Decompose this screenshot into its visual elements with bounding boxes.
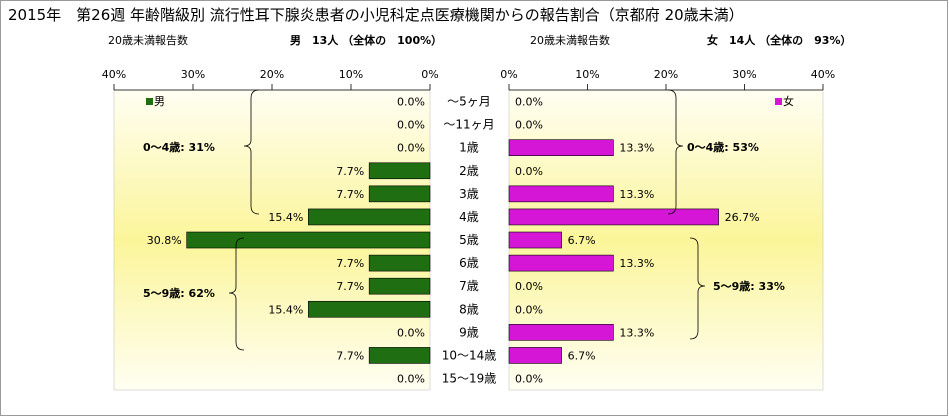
male-axis-tick-label: 10%	[339, 68, 363, 81]
chart-title: 2015年 第26週 年齢階級別 流行性耳下腺炎患者の小児科定点医療機関からの報…	[8, 6, 744, 24]
male-bar-label: 15.4%	[268, 211, 303, 224]
female-axis-tick-label: 0%	[500, 68, 517, 81]
female-bar-label: 26.7%	[725, 211, 760, 224]
male-bar-label: 0.0%	[397, 373, 425, 386]
male-bar-label: 30.8%	[147, 234, 182, 247]
category-label: 9歳	[459, 325, 479, 339]
male-bar-label: 15.4%	[268, 303, 303, 316]
brackets	[228, 89, 706, 351]
category-axis: ～5ヶ月 ～11ヶ月 1歳 2歳 3歳 4歳 5歳 6歳 7歳 8歳 9歳 10～14歳 15～19歳	[442, 95, 497, 386]
male-axis-tick-label: 30%	[181, 68, 205, 81]
category-label: 2歳	[459, 164, 479, 178]
female-legend-swatch	[775, 98, 782, 105]
male-bar-label: 0.0%	[397, 96, 425, 109]
female-group-label-0-4: 0～4歳: 53%	[687, 140, 759, 154]
female-bar	[508, 208, 719, 226]
female-report-label: 20歳未満報告数	[530, 34, 610, 47]
male-bar-label: 7.7%	[336, 188, 364, 201]
male-bar-label: 7.7%	[336, 349, 364, 362]
male-bar-label: 7.7%	[336, 165, 364, 178]
category-label: 1歳	[459, 141, 479, 155]
category-label: 7歳	[459, 279, 479, 293]
category-label: 8歳	[459, 302, 479, 316]
male-bar	[368, 277, 431, 295]
category-label: ～5ヶ月	[447, 95, 491, 109]
category-label: 10～14歳	[442, 348, 497, 362]
female-axis-tick-label: 30%	[732, 68, 756, 81]
male-series: 0.0% 0.0% 0.0% 7.7% 7.7% 15.4% 30.8% 7.7% 7.7% 15…	[147, 96, 431, 386]
male-bar-label: 7.7%	[336, 280, 364, 293]
female-bar-label: 0.0%	[515, 373, 543, 386]
male-bracket-5-9	[228, 237, 245, 351]
male-report-label: 20歳未満報告数	[108, 34, 188, 47]
female-bar-label: 0.0%	[515, 119, 543, 132]
category-label: 15～19歳	[442, 372, 497, 386]
female-bar-label: 0.0%	[515, 165, 543, 178]
male-bar	[368, 162, 431, 180]
male-bar	[186, 231, 431, 249]
female-legend: 女	[775, 94, 794, 108]
female-bar-label: 13.3%	[619, 142, 654, 155]
female-series: 0.0% 0.0% 13.3% 0.0% 13.3% 26.7% 6.7% 13.3% 0.0%…	[508, 96, 760, 386]
female-bar-label: 0.0%	[515, 96, 543, 109]
female-bar-label: 6.7%	[568, 234, 596, 247]
female-bracket-5-9	[689, 237, 706, 340]
male-axis-tick-label: 20%	[260, 68, 284, 81]
female-bar	[508, 139, 614, 156]
female-bar	[508, 347, 562, 364]
category-label: 4歳	[459, 210, 479, 224]
category-label: 5歳	[459, 233, 479, 247]
female-axis: 0% 10% 20% 30% 40%	[500, 68, 835, 91]
category-label: 6歳	[459, 256, 479, 270]
female-bracket-0-4	[667, 89, 684, 215]
female-bar-label: 13.3%	[619, 326, 654, 339]
female-bar-label: 13.3%	[619, 188, 654, 201]
female-bar	[508, 324, 614, 341]
category-label: ～11ヶ月	[443, 118, 494, 132]
female-axis-tick-label: 40%	[811, 68, 835, 81]
male-legend-swatch	[146, 98, 153, 105]
male-bar	[368, 347, 431, 364]
female-bar	[508, 254, 614, 272]
male-group-label-0-4: 0～4歳: 31%	[143, 140, 215, 154]
female-bar-label: 6.7%	[568, 349, 596, 362]
male-axis: 40% 30% 20% 10% 0%	[102, 68, 439, 91]
category-label: 3歳	[459, 187, 479, 201]
male-legend-label: 男	[154, 95, 165, 108]
male-bar	[368, 185, 431, 203]
male-bar	[308, 208, 431, 226]
female-summary: 女 14人 （全体の 93%）	[707, 33, 851, 47]
male-group-label-5-9: 5～9歳: 62%	[143, 286, 215, 300]
male-bar	[368, 254, 431, 272]
female-bar-label: 0.0%	[515, 303, 543, 316]
male-bar-label: 0.0%	[397, 142, 425, 155]
male-axis-tick-label: 0%	[421, 68, 438, 81]
female-bar	[508, 231, 562, 249]
female-legend-label: 女	[783, 94, 794, 108]
female-group-label-5-9: 5～9歳: 33%	[713, 279, 785, 293]
male-bar-label: 7.7%	[336, 257, 364, 270]
female-bar	[508, 185, 614, 203]
female-bar-label: 0.0%	[515, 280, 543, 293]
male-bar-label: 0.0%	[397, 119, 425, 132]
female-axis-tick-label: 10%	[575, 68, 599, 81]
male-legend: 男	[146, 95, 165, 108]
female-axis-tick-label: 20%	[654, 68, 678, 81]
male-bar	[308, 300, 431, 318]
male-bracket-0-4	[243, 89, 260, 215]
female-bar-label: 13.3%	[619, 257, 654, 270]
male-summary: 男 13人 （全体の 100%）	[290, 33, 442, 47]
male-axis-tick-label: 40%	[102, 68, 126, 81]
male-bar-label: 0.0%	[397, 326, 425, 339]
